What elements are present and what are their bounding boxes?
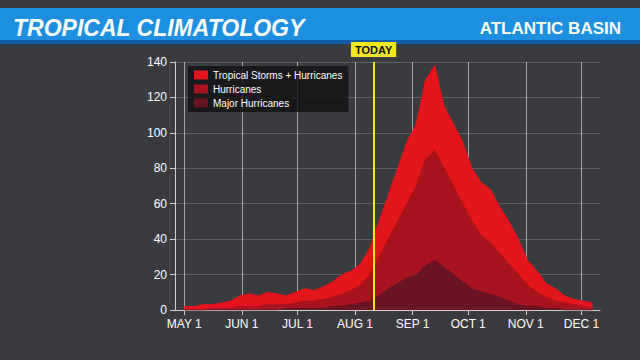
svg-text:100: 100 — [147, 126, 167, 140]
svg-text:TODAY: TODAY — [355, 44, 393, 56]
svg-text:OCT 1: OCT 1 — [451, 317, 486, 331]
svg-text:JUL 1: JUL 1 — [282, 317, 313, 331]
svg-text:TROPICAL CLIMATOLOGY: TROPICAL CLIMATOLOGY — [13, 15, 307, 41]
svg-text:DEC 1: DEC 1 — [564, 317, 600, 331]
svg-text:SEP 1: SEP 1 — [396, 317, 430, 331]
svg-text:140: 140 — [147, 55, 167, 69]
svg-text:NOV 1: NOV 1 — [508, 317, 544, 331]
svg-text:60: 60 — [154, 197, 168, 211]
svg-text:ATLANTIC BASIN: ATLANTIC BASIN — [480, 19, 621, 38]
svg-text:Hurricanes: Hurricanes — [213, 84, 261, 95]
svg-text:MAY 1: MAY 1 — [167, 317, 202, 331]
svg-text:Tropical Storms + Hurricanes: Tropical Storms + Hurricanes — [213, 70, 342, 81]
svg-text:Major Hurricanes: Major Hurricanes — [213, 98, 289, 109]
svg-text:JUN 1: JUN 1 — [225, 317, 259, 331]
svg-text:120: 120 — [147, 90, 167, 104]
svg-text:AUG 1: AUG 1 — [337, 317, 373, 331]
svg-text:20: 20 — [154, 268, 168, 282]
svg-text:40: 40 — [154, 232, 168, 246]
svg-text:0: 0 — [160, 303, 167, 317]
svg-text:80: 80 — [154, 161, 168, 175]
